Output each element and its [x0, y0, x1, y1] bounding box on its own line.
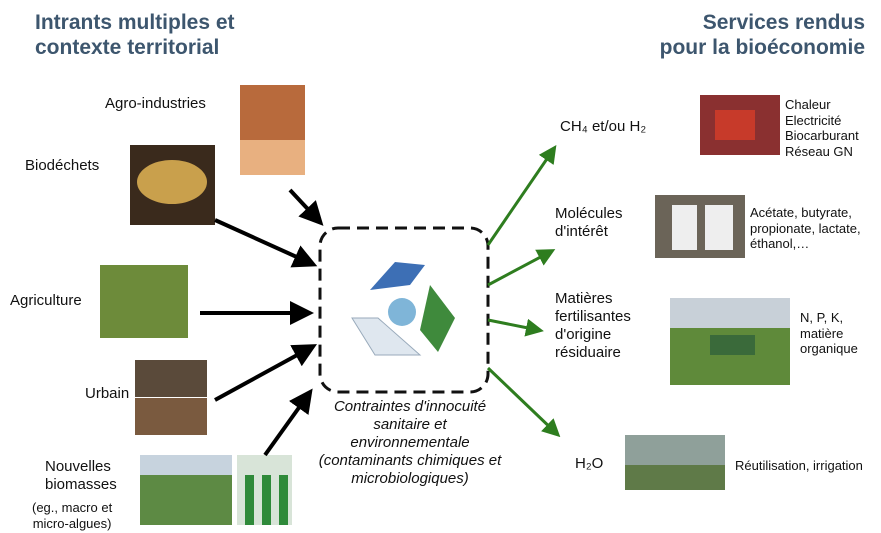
text-line: Electricité [785, 113, 859, 129]
text-line: Molécules [555, 205, 623, 223]
text-line: résiduaire [555, 344, 631, 362]
text-line: éthanol,… [750, 236, 861, 252]
text-line: N, P, K, [800, 310, 858, 326]
text-line: pour la bioéconomie [660, 35, 865, 60]
input-label: Agriculture [10, 292, 82, 310]
text-line: propionate, lactate, [750, 221, 861, 237]
text-line: Agriculture [10, 292, 82, 310]
text-line: Réseau GN [785, 144, 859, 160]
output-label: H₂O [575, 455, 603, 473]
text-line: microbiologiques) [310, 470, 510, 488]
input-label: Biodéchets [25, 157, 99, 175]
text-line: CH₄ et/ou H₂ [560, 118, 646, 136]
text-line: Biocarburant [785, 128, 859, 144]
text-line: contexte territorial [35, 35, 235, 60]
input-arrows [200, 190, 318, 455]
text-line: biomasses [45, 476, 117, 494]
text-line: Nouvelles [45, 458, 117, 476]
text-line: Acétate, butyrate, [750, 205, 861, 221]
text-line: Réutilisation, irrigation [735, 458, 863, 474]
output-arrows [488, 150, 556, 433]
text-line: Biodéchets [25, 157, 99, 175]
text-line: organique [800, 341, 858, 357]
text-line: fertilisantes [555, 308, 631, 326]
text-line: Intrants multiples et [35, 10, 235, 35]
text-line: Contraintes d'innocuité [310, 398, 510, 416]
text-line: d'intérêt [555, 223, 623, 241]
input-label: Urbain [85, 385, 129, 403]
text-line: (eg., macro et [32, 500, 112, 516]
output-details: Réutilisation, irrigation [735, 458, 863, 474]
text-line: d'origine [555, 326, 631, 344]
text-line: Chaleur [785, 97, 859, 113]
text-line: Agro-industries [105, 95, 206, 113]
text-line: Services rendus [660, 10, 865, 35]
text-line: micro-algues) [32, 516, 112, 532]
text-line: Matières [555, 290, 631, 308]
text-line: environnementale [310, 434, 510, 452]
output-label: CH₄ et/ou H₂ [560, 118, 646, 136]
page: Intrants multiples etcontexte territoria… [0, 0, 881, 533]
output-details: Acétate, butyrate,propionate, lactate,ét… [750, 205, 861, 252]
recycle-icon [352, 262, 455, 355]
input-label: Agro-industries [105, 95, 206, 113]
text-line: (contaminants chimiques et [310, 452, 510, 470]
text-line: matière [800, 326, 858, 342]
text-line: H₂O [575, 455, 603, 473]
text-line: sanitaire et [310, 416, 510, 434]
text-line: Urbain [85, 385, 129, 403]
